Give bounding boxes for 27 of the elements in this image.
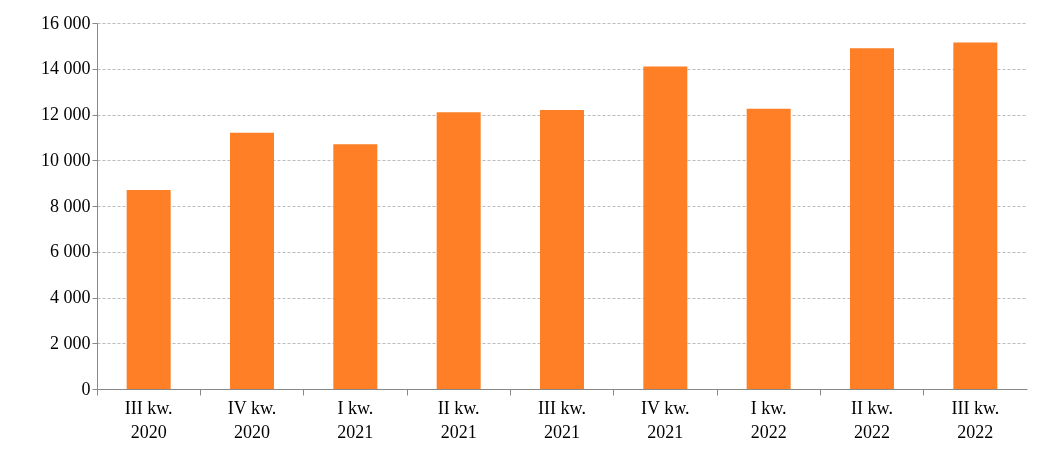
- bar: [850, 48, 894, 389]
- y-tick-label: 8 000: [50, 195, 91, 216]
- x-tick-label: IV kw. 2021: [641, 397, 690, 442]
- bar: [436, 112, 481, 389]
- y-tick-label: 4 000: [50, 287, 91, 307]
- x-tick-label: II kw. 2021: [437, 397, 480, 442]
- y-tick-label: 2 000: [50, 332, 91, 353]
- x-tick-label: II kw. 2022: [851, 397, 893, 442]
- y-tick-label: 16 000: [41, 12, 91, 33]
- y-tick-label: 10 000: [41, 149, 91, 170]
- y-tick-label: 14 000: [41, 58, 91, 79]
- bar: [230, 132, 274, 389]
- y-tick-label: 12 000: [41, 104, 91, 124]
- x-tick-label: I kw. 2021: [337, 397, 374, 442]
- x-tick-label: III kw. 2021: [538, 397, 586, 442]
- bar: [953, 42, 998, 389]
- bar: [746, 108, 791, 389]
- bar: [333, 144, 378, 389]
- bar: [540, 109, 584, 389]
- bar: [126, 189, 171, 389]
- y-tick-label: 0: [81, 378, 91, 399]
- x-tick-label: III kw. 2022: [951, 397, 1000, 442]
- x-tick-label: IV kw. 2020: [227, 397, 277, 442]
- x-tick-label: I kw. 2022: [750, 397, 787, 442]
- y-tick-label: 6 000: [50, 241, 91, 262]
- x-tick-label: III kw. 2020: [124, 397, 173, 442]
- bar: [643, 66, 688, 389]
